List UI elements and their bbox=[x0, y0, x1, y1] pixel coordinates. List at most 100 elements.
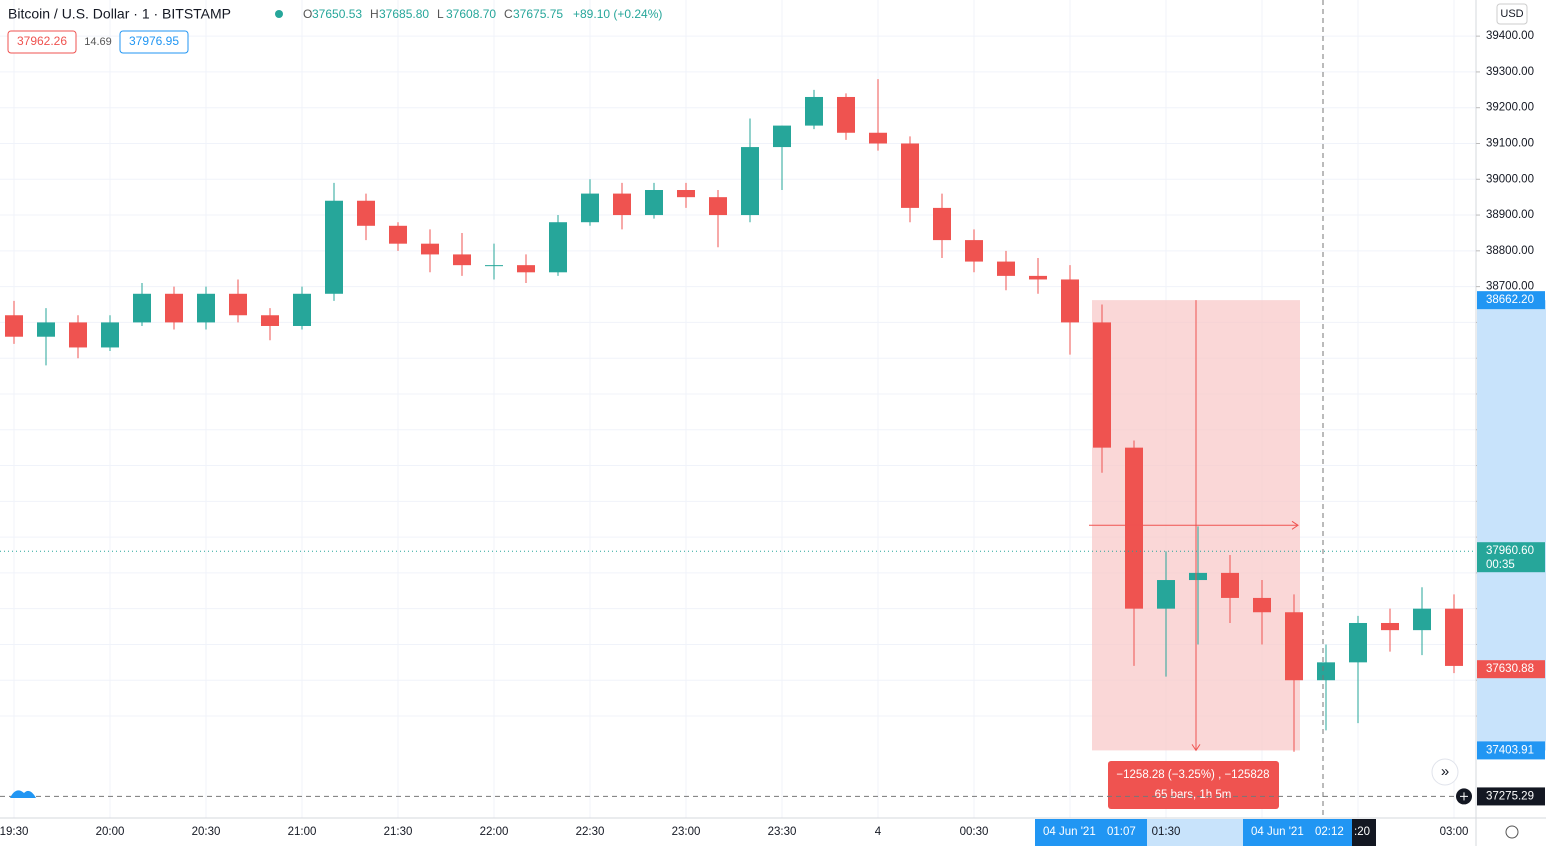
legend-value: 37650.53 bbox=[312, 7, 362, 21]
candle-body bbox=[101, 322, 119, 348]
y-tick-label: 39100.00 bbox=[1486, 138, 1534, 150]
candle-body bbox=[485, 265, 503, 267]
spread: 14.69 bbox=[84, 36, 112, 48]
y-tick-label: 39400.00 bbox=[1486, 30, 1534, 42]
candle-body bbox=[1061, 279, 1079, 323]
candle-body bbox=[453, 254, 471, 266]
candle-body bbox=[165, 293, 183, 323]
candle-body bbox=[773, 125, 791, 148]
y-tick-label: 38900.00 bbox=[1486, 209, 1534, 221]
candle-body bbox=[1125, 447, 1143, 609]
candle-body bbox=[741, 147, 759, 216]
candle-body bbox=[197, 293, 215, 323]
candle-body bbox=[421, 243, 439, 255]
candle-body bbox=[357, 200, 375, 226]
x-tick-label: 21:00 bbox=[288, 826, 317, 838]
x-tick-label: 4 bbox=[875, 826, 882, 838]
legend-value: 37685.80 bbox=[379, 7, 429, 21]
candle-body bbox=[517, 265, 535, 273]
buy-box[interactable] bbox=[119, 30, 189, 54]
candle-body bbox=[229, 293, 247, 316]
x-tick-label: 20:30 bbox=[192, 826, 221, 838]
candle-body bbox=[1157, 580, 1175, 609]
measure-arrow bbox=[1191, 744, 1201, 752]
overlay: −1258.28 (−3.25%) , −125828 65 bars, 1h 5… bbox=[0, 0, 1476, 818]
settings-icon[interactable] bbox=[1505, 825, 1519, 839]
price-badge-label: 37630.88 bbox=[1486, 663, 1534, 675]
candle-body bbox=[69, 322, 87, 348]
candle-body bbox=[261, 315, 279, 326]
candle-body bbox=[933, 207, 951, 241]
candle-body bbox=[389, 225, 407, 244]
time-badge bbox=[1243, 819, 1355, 846]
time-badge-time: 01:07 bbox=[1107, 826, 1136, 838]
crosshair-time-badge bbox=[1352, 819, 1376, 846]
time-badge-time: 02:12 bbox=[1315, 826, 1344, 838]
legend-key: O bbox=[303, 7, 312, 21]
countdown: 00:35 bbox=[1486, 559, 1515, 571]
price-badge bbox=[1477, 741, 1545, 760]
candle-body bbox=[293, 293, 311, 326]
candle-body bbox=[677, 190, 695, 198]
sell-box[interactable] bbox=[7, 30, 77, 54]
candle-body bbox=[1445, 608, 1463, 666]
y-tick-label: 39300.00 bbox=[1486, 66, 1534, 78]
axes: 37500.0037600.0037700.0037800.0037900.00… bbox=[0, 30, 1546, 846]
measure-box bbox=[1108, 761, 1279, 809]
symbol-title: Bitcoin / U.S. Dollar · 1 · BITSTAMP bbox=[8, 6, 231, 22]
candle-body bbox=[645, 190, 663, 216]
currency: USD bbox=[1500, 8, 1523, 20]
candle-body bbox=[581, 193, 599, 223]
plot bbox=[5, 79, 1463, 752]
legend-key: H bbox=[370, 7, 379, 21]
candle-body bbox=[1381, 622, 1399, 631]
header: Bitcoin / U.S. Dollar · 1 · BITSTAMP O 37… bbox=[7, 6, 662, 54]
measure-text: −1258.28 (−3.25%) , −125828 bbox=[1116, 769, 1269, 781]
candle-body bbox=[5, 315, 23, 337]
x-tick-label: 19:30 bbox=[0, 826, 28, 838]
x-tick-label: 20:00 bbox=[96, 826, 125, 838]
price-badge-label: 37960.60 bbox=[1486, 545, 1534, 557]
y-tick-label: 39000.00 bbox=[1486, 173, 1534, 185]
price-badge-label: 37275.29 bbox=[1486, 790, 1534, 802]
candle-body bbox=[997, 261, 1015, 276]
time-badge-date: 04 Jun '21 bbox=[1251, 826, 1304, 838]
candle-body bbox=[613, 193, 631, 216]
candle-body bbox=[1317, 662, 1335, 681]
candle-body bbox=[901, 143, 919, 208]
time-badge bbox=[1035, 819, 1147, 846]
x-tick-label: 03:00 bbox=[1440, 826, 1469, 838]
y-tick-label: 38700.00 bbox=[1486, 281, 1534, 293]
price-range-highlight bbox=[1477, 300, 1546, 751]
candle-body bbox=[1285, 612, 1303, 681]
candle-body bbox=[805, 96, 823, 126]
price-badge bbox=[1477, 542, 1545, 573]
x-tick-label: 00:30 bbox=[960, 826, 989, 838]
candle-body bbox=[1253, 597, 1271, 613]
candle-body bbox=[325, 200, 343, 294]
candle-body bbox=[965, 240, 983, 262]
x-tick-label: 23:30 bbox=[768, 826, 797, 838]
legend-key: C bbox=[504, 7, 513, 21]
currency-box[interactable] bbox=[1496, 3, 1528, 25]
x-tick-label: 21:30 bbox=[384, 826, 413, 838]
candle-body bbox=[1029, 275, 1047, 280]
scroll-icon: » bbox=[1441, 763, 1449, 780]
candle-body bbox=[1189, 572, 1207, 581]
price-badge-label: 37403.91 bbox=[1486, 744, 1534, 756]
candle-body bbox=[1221, 572, 1239, 598]
x-tick-label: 22:00 bbox=[480, 826, 509, 838]
buy-price: 37976.95 bbox=[129, 34, 179, 48]
ohlc-legend: O 37650.53 H 37685.80 L 37608.70 C 37675.75 +89.… bbox=[303, 7, 662, 21]
price-badge bbox=[1477, 660, 1545, 679]
price-badge-label: 38662.20 bbox=[1486, 294, 1534, 306]
measure-text: 65 bars, 1h 5m bbox=[1155, 789, 1232, 801]
y-tick-label: 39200.00 bbox=[1486, 102, 1534, 114]
scroll-button[interactable] bbox=[1431, 758, 1459, 786]
measure-arrow bbox=[1291, 520, 1299, 530]
candle-body bbox=[709, 197, 727, 216]
price-badge bbox=[1477, 291, 1545, 310]
candle-body bbox=[1413, 608, 1431, 631]
sell-price: 37962.26 bbox=[17, 34, 67, 48]
